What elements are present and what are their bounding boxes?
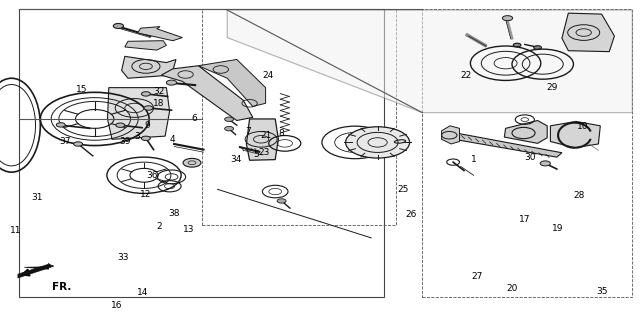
Text: 6: 6 (191, 115, 196, 123)
Text: 24: 24 (262, 71, 273, 80)
Text: 13: 13 (183, 225, 195, 233)
Text: 15: 15 (76, 85, 88, 94)
Circle shape (56, 123, 65, 127)
Text: 14: 14 (137, 288, 148, 297)
Text: 25: 25 (397, 185, 409, 194)
Text: 36: 36 (147, 172, 158, 180)
Circle shape (183, 158, 201, 167)
Text: 21: 21 (260, 131, 271, 140)
Text: 9: 9 (145, 121, 150, 130)
Text: 18: 18 (153, 99, 164, 108)
Circle shape (513, 43, 521, 47)
Circle shape (225, 117, 234, 121)
Polygon shape (227, 10, 632, 113)
Text: 8: 8 (279, 129, 284, 137)
Text: 34: 34 (230, 155, 241, 164)
Circle shape (346, 127, 410, 158)
Circle shape (277, 199, 286, 203)
Polygon shape (550, 121, 600, 148)
Circle shape (534, 46, 541, 49)
Polygon shape (562, 13, 614, 52)
Polygon shape (198, 59, 266, 106)
Text: FR.: FR. (52, 282, 72, 292)
Polygon shape (504, 121, 547, 143)
Text: 23: 23 (259, 148, 270, 157)
Text: 26: 26 (405, 210, 417, 219)
Text: 28: 28 (573, 191, 585, 200)
Polygon shape (125, 41, 166, 50)
Text: 2: 2 (156, 223, 161, 231)
Text: 17: 17 (519, 215, 531, 223)
Circle shape (166, 80, 177, 85)
Text: 35: 35 (596, 287, 607, 296)
Text: 29: 29 (546, 83, 557, 92)
Polygon shape (138, 27, 182, 41)
Polygon shape (445, 128, 562, 157)
Circle shape (74, 142, 83, 146)
Circle shape (141, 136, 150, 141)
Text: 31: 31 (31, 193, 43, 202)
Polygon shape (161, 66, 253, 121)
Polygon shape (246, 119, 278, 160)
Text: 3: 3 (135, 132, 140, 141)
Text: 12: 12 (140, 190, 152, 198)
Polygon shape (122, 56, 176, 78)
Text: 7: 7 (246, 127, 251, 136)
Text: 38: 38 (168, 209, 180, 218)
Text: 37: 37 (60, 137, 71, 146)
Circle shape (113, 23, 124, 28)
Text: 16: 16 (111, 301, 122, 310)
Text: 11: 11 (10, 226, 22, 234)
Circle shape (141, 92, 150, 96)
Text: 19: 19 (552, 224, 564, 233)
Text: 10: 10 (577, 122, 588, 131)
Polygon shape (24, 263, 50, 269)
Text: 39: 39 (119, 137, 131, 146)
Polygon shape (18, 264, 54, 278)
Text: 5: 5 (253, 151, 259, 159)
Polygon shape (108, 88, 170, 139)
Text: 32: 32 (153, 87, 164, 96)
Polygon shape (442, 126, 460, 144)
Circle shape (540, 161, 550, 166)
Text: 20: 20 (506, 284, 518, 293)
Circle shape (225, 126, 234, 131)
Circle shape (502, 16, 513, 21)
Circle shape (116, 123, 125, 127)
Text: 27: 27 (471, 272, 483, 280)
Text: 22: 22 (460, 71, 472, 80)
Text: 33: 33 (117, 253, 129, 262)
Text: 1: 1 (471, 155, 476, 164)
Circle shape (144, 106, 153, 110)
Text: 4: 4 (170, 135, 175, 144)
Text: 30: 30 (524, 153, 536, 162)
